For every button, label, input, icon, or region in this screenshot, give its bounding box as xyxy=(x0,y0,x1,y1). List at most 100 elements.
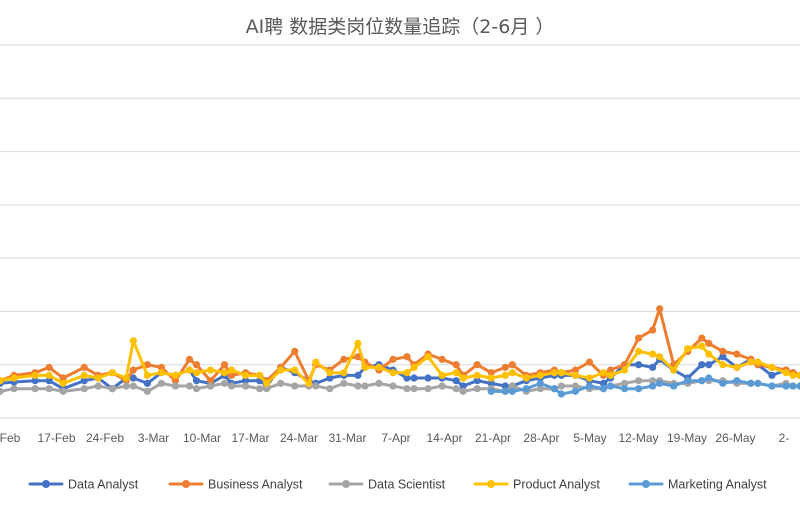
data-point xyxy=(438,355,446,363)
data-point xyxy=(59,379,67,387)
data-point xyxy=(389,355,397,363)
data-point xyxy=(733,363,741,371)
data-point xyxy=(354,382,362,390)
x-tick-label: 31-Mar xyxy=(328,431,366,445)
x-tick-label: 7-Apr xyxy=(381,431,410,445)
data-point xyxy=(263,385,271,393)
data-point xyxy=(192,369,201,377)
data-point xyxy=(620,366,629,374)
data-point xyxy=(389,382,397,390)
legend-label: Business Analyst xyxy=(208,478,303,492)
data-point xyxy=(185,382,194,390)
data-point xyxy=(206,366,215,374)
data-point xyxy=(649,382,657,390)
data-point xyxy=(143,371,151,379)
data-point xyxy=(473,371,481,379)
data-point xyxy=(585,382,594,390)
data-point xyxy=(571,366,580,374)
data-point xyxy=(452,361,460,369)
data-point xyxy=(403,369,411,377)
data-point xyxy=(375,379,383,387)
data-point xyxy=(108,369,116,377)
data-point xyxy=(256,385,264,393)
data-point xyxy=(171,371,180,379)
data-point xyxy=(670,366,678,374)
data-point xyxy=(192,377,201,385)
data-point xyxy=(487,374,495,382)
data-point xyxy=(326,374,334,382)
data-point xyxy=(340,355,348,363)
data-point xyxy=(571,371,580,379)
data-point xyxy=(227,382,236,390)
data-point xyxy=(501,382,509,390)
data-point xyxy=(291,382,299,390)
data-point xyxy=(410,374,418,382)
data-point xyxy=(649,377,657,385)
data-point xyxy=(789,371,797,379)
data-point xyxy=(634,347,643,355)
x-tick-label: 2- xyxy=(779,431,790,445)
data-point xyxy=(508,369,516,377)
data-point xyxy=(242,377,250,385)
data-point xyxy=(536,385,544,393)
gridlines xyxy=(0,44,800,419)
data-point xyxy=(705,374,713,382)
data-point xyxy=(705,339,713,347)
data-point xyxy=(719,361,727,369)
legend-item: Data Analyst xyxy=(28,478,139,492)
series-product-analyst xyxy=(0,337,800,387)
legend-swatch-marker xyxy=(642,480,650,488)
data-point xyxy=(536,371,544,379)
data-point xyxy=(698,334,706,342)
data-point xyxy=(10,385,18,393)
data-point xyxy=(796,371,800,379)
data-point xyxy=(192,361,201,369)
x-tick-label: 17-Mar xyxy=(231,431,269,445)
legend-swatch-marker xyxy=(182,480,190,488)
data-point xyxy=(656,353,664,361)
legend-label: Marketing Analyst xyxy=(668,478,767,492)
data-point xyxy=(438,371,446,379)
data-point xyxy=(649,326,657,334)
data-point xyxy=(31,371,39,379)
data-point xyxy=(705,361,713,369)
data-point xyxy=(424,353,432,361)
data-point xyxy=(782,382,790,390)
data-point xyxy=(487,379,495,387)
x-tick-label: 14-Apr xyxy=(426,431,462,445)
legend-swatch-marker xyxy=(342,480,350,488)
data-point xyxy=(670,382,678,390)
x-tick-label: 24-Mar xyxy=(280,431,318,445)
data-point xyxy=(80,371,88,379)
data-point xyxy=(375,363,383,371)
data-point xyxy=(656,379,664,387)
data-point xyxy=(599,369,608,377)
data-point xyxy=(452,369,460,377)
data-point xyxy=(389,369,397,377)
data-point xyxy=(719,379,727,387)
data-point xyxy=(171,377,180,385)
data-point xyxy=(227,366,236,374)
data-point xyxy=(220,361,229,369)
data-point xyxy=(80,385,88,393)
data-point xyxy=(206,377,215,385)
data-point xyxy=(501,363,509,371)
data-point xyxy=(634,377,643,385)
data-point xyxy=(403,353,411,361)
data-point xyxy=(263,379,271,387)
data-point xyxy=(684,345,692,353)
data-point xyxy=(242,371,250,379)
x-tick-label: 17-Feb xyxy=(37,431,75,445)
data-point xyxy=(424,374,432,382)
data-point xyxy=(354,371,362,379)
data-point xyxy=(599,385,608,393)
series-lines xyxy=(0,305,800,398)
data-point xyxy=(571,382,580,390)
data-point xyxy=(557,369,566,377)
data-point xyxy=(0,387,4,395)
data-point xyxy=(452,385,460,393)
data-point xyxy=(143,361,151,369)
data-point xyxy=(719,353,727,361)
data-point xyxy=(768,382,776,390)
